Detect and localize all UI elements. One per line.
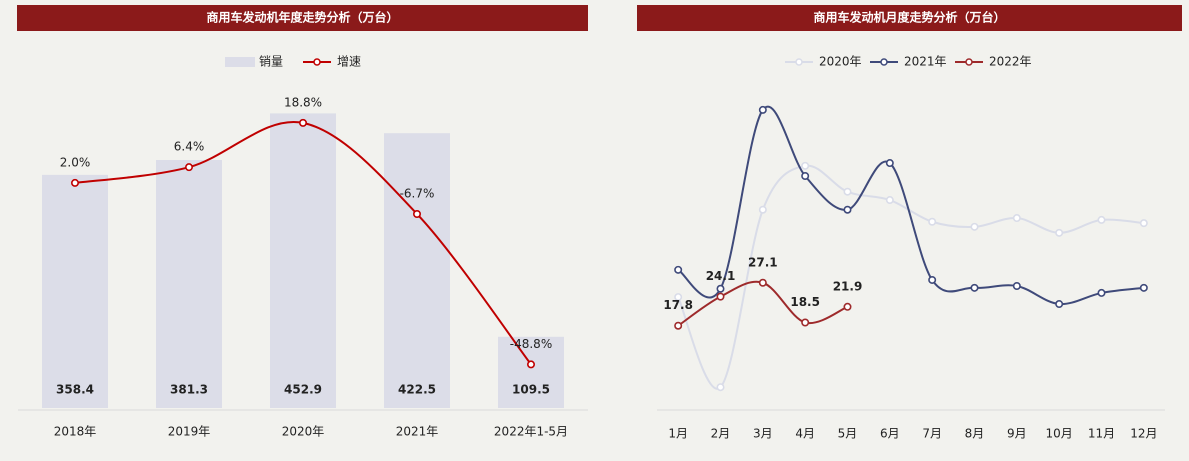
point: [1012, 214, 1021, 223]
x-tick-label: 8月: [965, 427, 985, 441]
x-tick-label: 3月: [753, 427, 773, 441]
bar-label: 381.3: [170, 383, 208, 397]
x-tick-label: 2022年1-5月: [494, 425, 568, 439]
data-label: 21.9: [833, 279, 863, 293]
legend-label: 增速: [337, 55, 361, 69]
data-label: -6.7%: [400, 186, 435, 200]
bar-label: 109.5: [512, 383, 550, 397]
chart-title: 商用车发动机月度走势分析（万台）: [813, 10, 1005, 25]
bar: [270, 113, 336, 408]
point: [843, 205, 852, 214]
point: [674, 265, 683, 274]
point: [801, 161, 810, 170]
x-tick-label: 2019年: [168, 425, 211, 439]
legend-marker: [965, 58, 973, 66]
point: [885, 159, 894, 168]
x-tick-label: 12月: [1130, 427, 1157, 441]
data-label: -48.8%: [510, 337, 552, 351]
point: [885, 196, 894, 205]
x-tick-label: 1月: [668, 427, 688, 441]
title-bar: [17, 5, 588, 31]
bar: [498, 336, 564, 408]
x-tick-label: 7月: [922, 427, 942, 441]
point: [674, 293, 683, 302]
bar-label: 358.4: [56, 383, 94, 397]
point: [298, 118, 307, 127]
bar-label: 452.9: [284, 383, 322, 397]
bar: [156, 159, 222, 408]
point: [928, 275, 937, 284]
title-bar: [637, 5, 1182, 31]
x-tick-label: 10月: [1046, 427, 1073, 441]
point: [1055, 228, 1064, 237]
bar-label: 422.5: [398, 383, 436, 397]
bar: [42, 174, 108, 408]
x-tick-label: 2020年: [282, 425, 325, 439]
bar: [384, 133, 450, 409]
point: [970, 283, 979, 292]
data-label: 6.4%: [174, 140, 205, 154]
data-label: 24.1: [706, 269, 736, 283]
data-label: 27.1: [748, 255, 778, 269]
point: [71, 178, 80, 187]
point: [716, 292, 725, 301]
point: [801, 318, 810, 327]
legend-label: 销量: [259, 55, 283, 69]
legend-label: 2020年: [819, 55, 862, 69]
x-tick-label: 2018年: [54, 425, 97, 439]
point: [526, 360, 535, 369]
point: [674, 321, 683, 330]
x-tick-label: 2021年: [396, 425, 439, 439]
legend-swatch: [225, 57, 255, 67]
legend-marker: [313, 58, 321, 66]
line: [74, 120, 532, 366]
point: [1012, 281, 1021, 290]
x-tick-label: 11月: [1088, 427, 1115, 441]
data-label: 18.8%: [284, 95, 322, 109]
data-label: 18.5: [790, 295, 820, 309]
point: [970, 222, 979, 231]
data-label: 17.8: [663, 298, 693, 312]
legend-label: 2021年: [904, 55, 947, 69]
point: [1097, 215, 1106, 224]
x-tick-label: 9月: [1007, 427, 1027, 441]
x-tick-label: 5月: [838, 427, 858, 441]
x-tick-label: 6月: [880, 427, 900, 441]
point: [928, 217, 937, 226]
chart-title: 商用车发动机年度走势分析（万台）: [206, 10, 398, 25]
point: [1139, 283, 1148, 292]
legend-marker: [795, 58, 803, 66]
point: [1097, 288, 1106, 297]
point: [843, 302, 852, 311]
point: [801, 172, 810, 181]
point: [1055, 300, 1064, 309]
point: [1139, 219, 1148, 228]
point: [185, 163, 194, 172]
point: [843, 187, 852, 196]
point: [758, 105, 767, 114]
point: [758, 205, 767, 214]
point: [716, 383, 725, 392]
legend-label: 2022年: [989, 55, 1032, 69]
x-tick-label: 2月: [711, 427, 731, 441]
data-label: 2.0%: [60, 155, 91, 169]
x-tick-label: 4月: [795, 427, 815, 441]
point: [716, 284, 725, 293]
legend-marker: [880, 58, 888, 66]
point: [412, 209, 421, 218]
point: [758, 278, 767, 287]
